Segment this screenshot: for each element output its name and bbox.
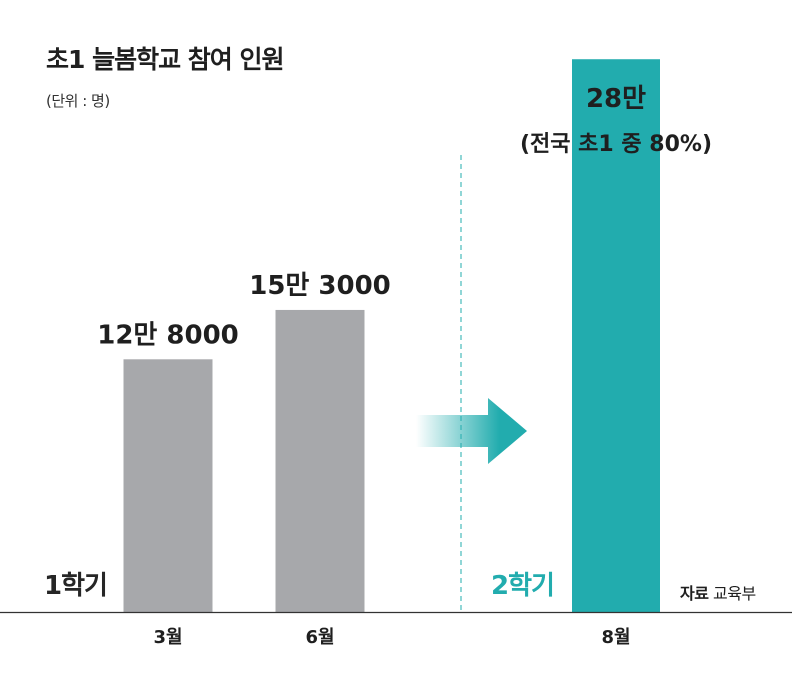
- bar-value-label-3: 28만: [586, 84, 646, 114]
- bar-2: [275, 309, 365, 612]
- bars-group: [123, 59, 660, 612]
- period-label-second-semester: 2학기: [491, 571, 554, 601]
- bar-value-label-1: 12만 8000: [97, 320, 239, 350]
- source-credit: 자료 교육부: [680, 580, 756, 604]
- source-value: 교육부: [713, 584, 756, 603]
- period-label-first-semester: 1학기: [44, 571, 107, 601]
- chart-unit-note: (단위 : 명): [46, 92, 110, 110]
- bar-3: [572, 59, 660, 612]
- x-tick-label-3: 8월: [601, 627, 630, 648]
- x-tick-label-1: 3월: [153, 627, 182, 648]
- highlight-note: (전국 초1 중 80%): [520, 132, 712, 157]
- chart-title: 초1 늘봄학교 참여 인원: [46, 45, 285, 74]
- x-tick-label-2: 6월: [305, 627, 334, 648]
- bar-value-label-2: 15만 3000: [249, 271, 391, 301]
- bar-1: [123, 359, 213, 612]
- transition-arrow-icon: [416, 398, 527, 464]
- source-key: 자료: [680, 584, 709, 603]
- labels-group: 12만 8000 3월 15만 3000 6월 28만 8월 (전국 초1 중 80%): [97, 84, 712, 648]
